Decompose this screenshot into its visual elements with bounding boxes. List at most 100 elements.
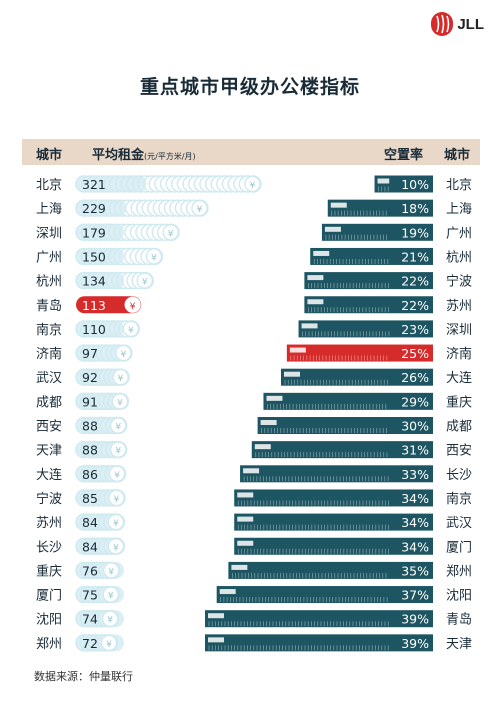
vacancy-value-label: 21% xyxy=(401,249,429,264)
rent-city-label: 武汉 xyxy=(36,371,62,386)
vacancy-bar xyxy=(310,247,433,265)
yen-coin-icon xyxy=(108,465,126,482)
vacancy-bar xyxy=(234,513,433,531)
yen-coin-icon xyxy=(102,610,119,627)
yen-symbol: ¥ xyxy=(117,398,123,408)
rent-city-label: 郑州 xyxy=(36,637,62,652)
header-rent-unit: (元/平方米/月) xyxy=(144,152,196,161)
yen-coin-icon xyxy=(124,296,141,313)
header-city-right: 城市 xyxy=(444,148,471,163)
jll-emblem-icon xyxy=(431,12,454,36)
yen-symbol: ¥ xyxy=(115,447,121,457)
rent-city-label: 沈阳 xyxy=(36,613,62,628)
building-window-icon xyxy=(237,516,254,522)
brand-logo: JLL xyxy=(431,12,484,36)
rent-bar xyxy=(76,368,124,386)
vacancy-value-label: 34% xyxy=(401,539,429,554)
rent-value-label: 88 xyxy=(82,443,98,458)
rent-city-label: 宁波 xyxy=(36,491,62,507)
building-window-icon xyxy=(307,275,324,281)
yen-symbol: ¥ xyxy=(106,640,112,650)
yen-coin-icon xyxy=(122,320,139,337)
rent-value-label: 113 xyxy=(82,298,106,313)
vacancy-city-label: 成都 xyxy=(446,420,472,435)
vacancy-value-label: 29% xyxy=(401,394,429,409)
yen-symbol: ¥ xyxy=(151,253,157,263)
vacancy-city-label: 青岛 xyxy=(446,612,472,628)
building-window-icon xyxy=(284,371,300,377)
vacancy-city-label: 武汉 xyxy=(446,516,472,531)
yen-symbol: ¥ xyxy=(113,519,119,529)
rent-bar xyxy=(76,320,124,338)
yen-symbol: ¥ xyxy=(108,592,114,602)
building-window-icon xyxy=(254,444,271,450)
yen-symbol: ¥ xyxy=(142,278,148,288)
yen-coin-icon xyxy=(145,248,163,265)
rent-city-label: 北京 xyxy=(36,178,62,193)
vacancy-value-label: 22% xyxy=(401,298,429,313)
vacancy-value-label: 33% xyxy=(401,467,429,482)
rent-value-label: 85 xyxy=(82,491,98,506)
vacancy-value-label: 31% xyxy=(401,443,429,458)
yen-coin-icon xyxy=(112,369,129,386)
vacancy-city-label: 天津 xyxy=(446,637,472,652)
vacancy-city-label: 厦门 xyxy=(446,540,472,555)
yen-symbol: ¥ xyxy=(115,423,121,433)
vacancy-city-label: 广州 xyxy=(446,226,472,241)
yen-coin-icon xyxy=(244,175,261,193)
vacancy-bar xyxy=(281,368,433,386)
yen-symbol: ¥ xyxy=(197,205,203,215)
rent-value-label: 110 xyxy=(82,322,106,337)
yen-symbol: ¥ xyxy=(113,543,119,553)
rent-city-label: 西安 xyxy=(36,420,62,435)
vacancy-value-label: 35% xyxy=(401,563,429,578)
vacancy-city-label: 上海 xyxy=(446,202,472,217)
vacancy-bar xyxy=(234,489,433,507)
vacancy-bar xyxy=(205,610,433,628)
vacancy-value-label: 18% xyxy=(401,201,429,216)
rent-city-label: 大连 xyxy=(36,467,62,483)
vacancy-value-label: 25% xyxy=(401,346,429,361)
brand-name: JLL xyxy=(457,15,484,33)
vacancy-bar xyxy=(304,296,433,314)
vacancy-value-label: 22% xyxy=(401,274,429,289)
rent-city-label: 天津 xyxy=(36,444,62,459)
yen-symbol: ¥ xyxy=(108,567,114,577)
rent-city-label: 成都 xyxy=(36,395,62,410)
rent-bar xyxy=(76,344,124,362)
vacancy-value-label: 23% xyxy=(401,322,429,337)
rent-value-label: 321 xyxy=(82,177,106,192)
vacancy-value-label: 34% xyxy=(401,515,429,530)
rent-bar xyxy=(76,175,147,193)
vacancy-bar xyxy=(234,537,433,555)
rent-bar xyxy=(76,272,124,290)
yen-coin-icon xyxy=(102,586,119,603)
vacancy-city-label: 大连 xyxy=(446,370,472,386)
rent-city-label: 长沙 xyxy=(36,540,62,555)
yen-coin-icon xyxy=(110,441,127,458)
rent-city-label: 苏州 xyxy=(36,515,62,531)
vacancy-value-label: 39% xyxy=(401,636,429,651)
vacancy-bar xyxy=(205,634,433,652)
vacancy-bar xyxy=(304,272,433,290)
building-window-icon xyxy=(237,540,254,546)
building-window-icon xyxy=(377,178,390,184)
building-window-icon xyxy=(243,468,260,474)
building-window-icon xyxy=(289,347,306,353)
yen-symbol: ¥ xyxy=(107,616,113,626)
rent-value-label: 91 xyxy=(82,394,98,409)
rent-city-label: 济南 xyxy=(36,346,62,362)
yen-coin-icon xyxy=(136,272,153,289)
building-window-icon xyxy=(237,492,254,498)
building-window-icon xyxy=(208,637,224,643)
rent-value-label: 97 xyxy=(82,346,98,361)
data-source: 数据来源：仲量联行 xyxy=(34,670,133,683)
vacancy-city-label: 南京 xyxy=(446,491,472,507)
vacancy-bar xyxy=(321,223,433,241)
yen-symbol: ¥ xyxy=(168,229,174,239)
rent-value-label: 75 xyxy=(82,588,98,603)
yen-coin-icon xyxy=(115,344,132,362)
vacancy-value-label: 37% xyxy=(401,588,429,603)
yen-coin-icon xyxy=(103,562,120,579)
